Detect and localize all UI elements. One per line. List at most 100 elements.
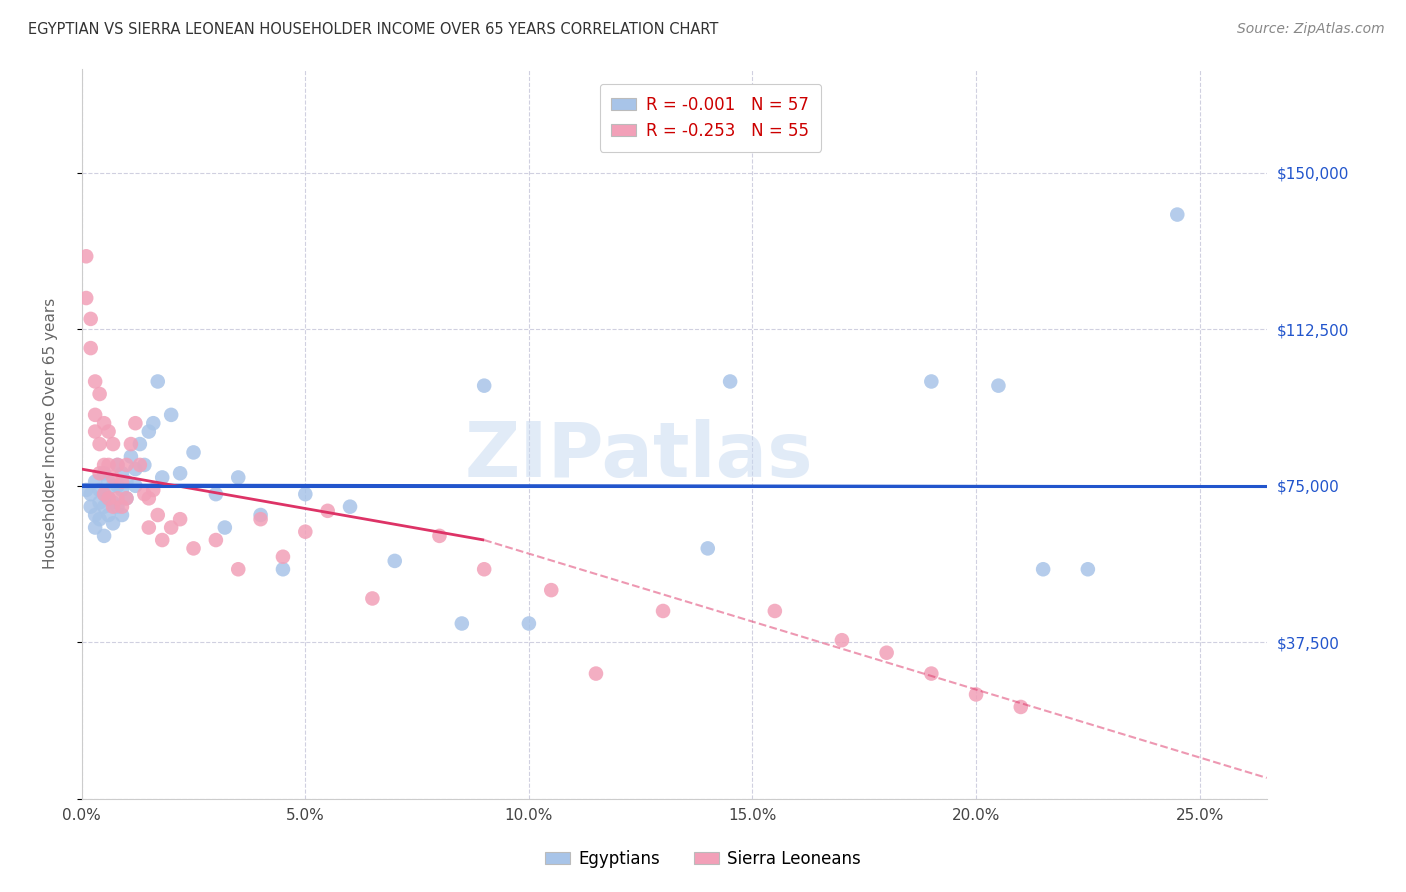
Point xyxy=(294,524,316,539)
Point xyxy=(124,416,146,430)
Point xyxy=(97,491,120,506)
Point xyxy=(450,616,472,631)
Point xyxy=(271,562,294,576)
Point xyxy=(107,500,129,514)
Legend: Egyptians, Sierra Leoneans: Egyptians, Sierra Leoneans xyxy=(538,844,868,875)
Point xyxy=(205,533,228,547)
Point xyxy=(160,520,183,534)
Point xyxy=(101,495,124,509)
Point xyxy=(79,341,101,355)
Point xyxy=(146,375,169,389)
Point xyxy=(93,467,115,481)
Point xyxy=(93,500,115,514)
Point xyxy=(97,508,120,522)
Point xyxy=(128,458,150,472)
Point xyxy=(107,458,129,472)
Point xyxy=(249,508,271,522)
Point xyxy=(150,533,173,547)
Point xyxy=(89,387,111,401)
Point xyxy=(93,529,115,543)
Point xyxy=(472,378,495,392)
Point xyxy=(987,378,1010,392)
Point xyxy=(384,554,406,568)
Point xyxy=(101,500,124,514)
Point xyxy=(115,475,138,489)
Point xyxy=(84,375,107,389)
Point xyxy=(183,445,205,459)
Point xyxy=(146,508,169,522)
Text: Source: ZipAtlas.com: Source: ZipAtlas.com xyxy=(1237,22,1385,37)
Point xyxy=(97,458,120,472)
Point xyxy=(1032,562,1054,576)
Point xyxy=(920,666,942,681)
Point xyxy=(142,483,165,497)
Point xyxy=(517,616,540,631)
Point xyxy=(696,541,718,556)
Point xyxy=(111,475,134,489)
Point xyxy=(169,512,191,526)
Point xyxy=(876,646,898,660)
Point xyxy=(89,495,111,509)
Point xyxy=(142,416,165,430)
Point xyxy=(124,479,146,493)
Point xyxy=(75,291,97,305)
Point xyxy=(183,541,205,556)
Text: EGYPTIAN VS SIERRA LEONEAN HOUSEHOLDER INCOME OVER 65 YEARS CORRELATION CHART: EGYPTIAN VS SIERRA LEONEAN HOUSEHOLDER I… xyxy=(28,22,718,37)
Point xyxy=(84,520,107,534)
Point xyxy=(226,470,249,484)
Point xyxy=(111,508,134,522)
Point xyxy=(160,408,183,422)
Point xyxy=(75,483,97,497)
Point xyxy=(79,311,101,326)
Point xyxy=(84,475,107,489)
Point xyxy=(89,437,111,451)
Point xyxy=(316,504,339,518)
Point xyxy=(652,604,675,618)
Point xyxy=(124,462,146,476)
Point xyxy=(718,375,741,389)
Point xyxy=(361,591,384,606)
Point xyxy=(169,467,191,481)
Point xyxy=(89,467,111,481)
Point xyxy=(84,508,107,522)
Point xyxy=(93,416,115,430)
Point xyxy=(111,467,134,481)
Point xyxy=(107,458,129,472)
Point xyxy=(965,688,987,702)
Point xyxy=(214,520,236,534)
Point xyxy=(111,500,134,514)
Point xyxy=(128,437,150,451)
Point xyxy=(920,375,942,389)
Point xyxy=(115,458,138,472)
Point xyxy=(107,491,129,506)
Point xyxy=(75,249,97,263)
Point xyxy=(89,512,111,526)
Point xyxy=(97,475,120,489)
Point xyxy=(93,458,115,472)
Point xyxy=(115,491,138,506)
Point xyxy=(831,633,853,648)
Point xyxy=(120,437,142,451)
Point xyxy=(101,516,124,531)
Point xyxy=(226,562,249,576)
Point xyxy=(339,500,361,514)
Point xyxy=(138,520,160,534)
Point xyxy=(271,549,294,564)
Point xyxy=(115,491,138,506)
Point xyxy=(101,470,124,484)
Y-axis label: Householder Income Over 65 years: Householder Income Over 65 years xyxy=(44,298,58,569)
Text: ZIPatlas: ZIPatlas xyxy=(464,418,813,492)
Point xyxy=(429,529,451,543)
Point xyxy=(97,491,120,506)
Point xyxy=(89,483,111,497)
Point xyxy=(134,487,156,501)
Point xyxy=(111,483,134,497)
Point xyxy=(294,487,316,501)
Point xyxy=(134,458,156,472)
Point xyxy=(79,500,101,514)
Point xyxy=(138,491,160,506)
Point xyxy=(107,479,129,493)
Point xyxy=(120,450,142,464)
Point xyxy=(93,487,115,501)
Point xyxy=(150,470,173,484)
